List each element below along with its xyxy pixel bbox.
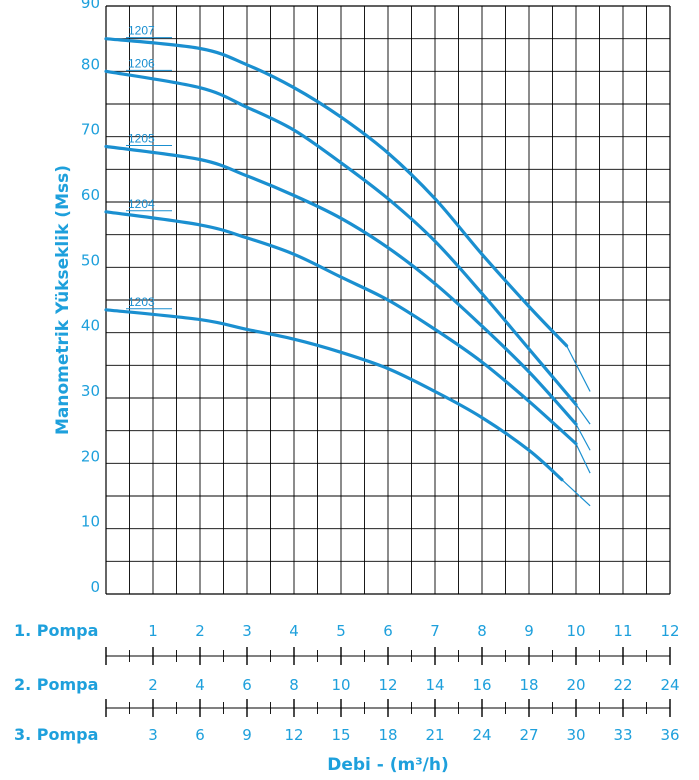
y-tick-label: 30 — [81, 382, 100, 400]
pump-tick-label: 4 — [195, 676, 205, 694]
curve-label-1206: 1206 — [128, 56, 155, 70]
pump-tick-label: 10 — [331, 676, 350, 694]
y-axis-ticks: 0 10 20 30 40 50 60 70 80 90 — [81, 0, 100, 596]
curve-extension-1205 — [575, 423, 591, 451]
pump-row-label: 1. Pompa — [14, 621, 98, 640]
curve-1203 — [104, 308, 564, 482]
curve-labels: 1207 1206 1205 1204 1203 — [126, 24, 172, 310]
pump-tick-label: 33 — [613, 726, 632, 744]
y-tick-label: 60 — [81, 186, 100, 204]
curve-1205 — [104, 144, 578, 426]
curve-extension-1204 — [575, 443, 591, 474]
pump-tick-label: 12 — [660, 622, 679, 640]
curve-label-1205: 1205 — [128, 131, 155, 145]
curve-extension-1203 — [561, 479, 591, 507]
x-axis-title: Debi - (m³/h) — [327, 755, 449, 775]
y-tick-label: 40 — [81, 317, 100, 335]
y-tick-label: 90 — [81, 0, 100, 12]
curves — [104, 37, 591, 507]
curve-label-1204: 1204 — [128, 197, 155, 211]
pump-tick-label: 9 — [242, 726, 252, 744]
pump-tick-label: 15 — [331, 726, 350, 744]
y-tick-label: 80 — [81, 55, 100, 73]
y-tick-label: 10 — [81, 513, 100, 531]
pump-tick-label: 6 — [195, 726, 205, 744]
pump-tick-label: 24 — [472, 726, 491, 744]
pump-tick-label: 6 — [383, 622, 393, 640]
pump-tick-label: 4 — [289, 622, 299, 640]
pump-tick-label: 12 — [284, 726, 303, 744]
pump-tick-label: 2 — [195, 622, 205, 640]
pump-tick-label: 30 — [566, 726, 585, 744]
pump-tick-label: 10 — [566, 622, 585, 640]
pump-tick-label: 9 — [524, 622, 534, 640]
pump-tick-label: 36 — [660, 726, 679, 744]
pump-tick-label: 6 — [242, 676, 252, 694]
pump-row-label: 2. Pompa — [14, 675, 98, 694]
y-tick-label: 50 — [81, 251, 100, 269]
pump-tick-label: 18 — [519, 676, 538, 694]
pump-tick-label: 22 — [613, 676, 632, 694]
pump-tick-label: 21 — [425, 726, 444, 744]
pump-tick-label: 2 — [148, 676, 158, 694]
pump-tick-label: 27 — [519, 726, 538, 744]
pump-tick-label: 3 — [148, 726, 158, 744]
pump-rows: 1. Pompa 1 2 3 4 5 6 7 8 9 10 11 122. Pompa 2 4 6 8 10 12 1… — [14, 621, 680, 744]
pump-tick-label: 14 — [425, 676, 444, 694]
pump-tick-label: 12 — [378, 676, 397, 694]
curve-1206 — [104, 69, 578, 407]
y-tick-label: 20 — [81, 447, 100, 465]
pump-tick-label: 3 — [242, 622, 252, 640]
curve-extension-1207 — [566, 345, 591, 392]
pump-tick-label: 1 — [148, 622, 158, 640]
curve-1204 — [104, 210, 578, 446]
pump-tick-label: 8 — [477, 622, 487, 640]
pump-tick-label: 11 — [613, 622, 632, 640]
curve-label-1207: 1207 — [128, 24, 155, 38]
pump-tick-label: 7 — [430, 622, 440, 640]
pump-tick-label: 16 — [472, 676, 491, 694]
y-axis-title: Manometrik Yükseklik (Mss) — [53, 165, 73, 435]
pump-tick-label: 8 — [289, 676, 299, 694]
pump-row-label: 3. Pompa — [14, 725, 98, 744]
curve-1207 — [104, 37, 569, 348]
y-tick-label: 70 — [81, 121, 100, 139]
pump-tick-label: 24 — [660, 676, 679, 694]
pump-tick-label: 20 — [566, 676, 585, 694]
curve-label-1203: 1203 — [128, 295, 155, 309]
curve-extension-1206 — [575, 404, 591, 425]
y-tick-label: 0 — [90, 578, 100, 596]
pump-tick-label: 5 — [336, 622, 346, 640]
pump-tick-label: 18 — [378, 726, 397, 744]
